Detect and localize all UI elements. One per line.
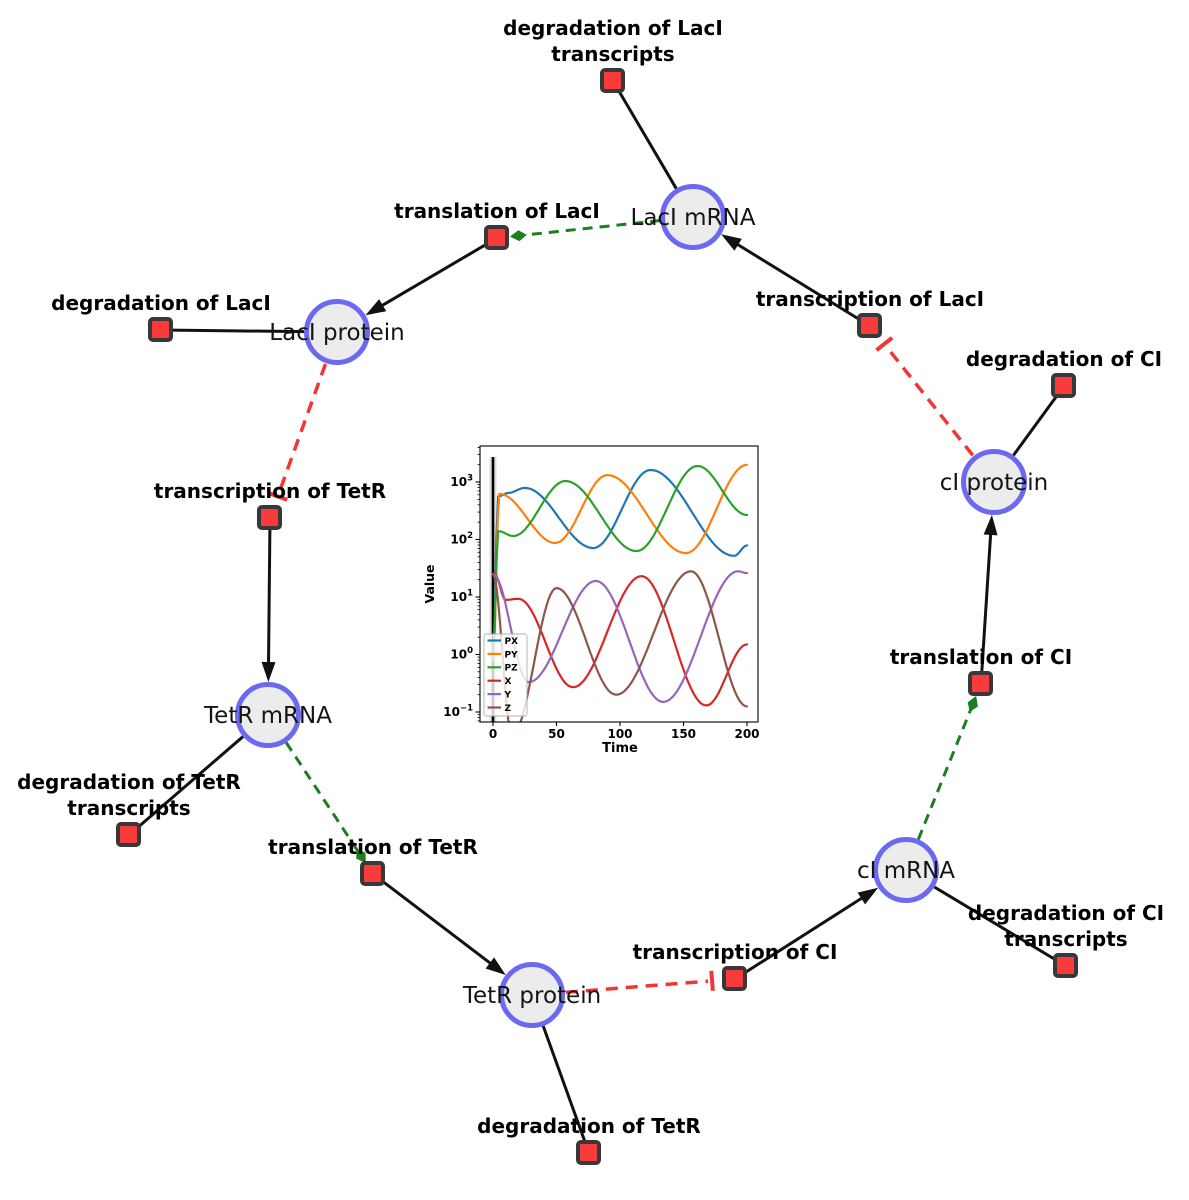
species-label-laci_mrna: LacI mRNA <box>630 205 756 231</box>
species-label-laci_protein: LacI protein <box>269 320 405 346</box>
reaction-label-txn_laci: transcription of LacI <box>755 287 985 311</box>
reaction-label-deg_laci: degradation of LacI <box>51 291 271 315</box>
edge-production-transl_ci-ci_protein <box>979 514 998 685</box>
species-node-ci_protein <box>961 449 1027 515</box>
edge-line-laci_protein-deg_laci <box>160 328 305 334</box>
legend-entry-label: Z <box>505 704 512 714</box>
edge-line-tetr_mrna-deg_tetr_tx <box>128 735 245 837</box>
edge-production-txn_tetr-tetr_mrna <box>261 517 276 683</box>
reaction-node-deg_ci <box>1051 373 1076 398</box>
legend-entry-label: X <box>505 677 512 687</box>
edge-inhibition-laci_protein-txn_tetr <box>267 363 328 502</box>
series-PY <box>491 463 749 662</box>
reaction-node-txn_tetr <box>257 505 282 530</box>
species-node-tetr_protein <box>499 962 565 1028</box>
series-X <box>493 572 749 707</box>
reaction-node-deg_laci <box>148 317 173 342</box>
x-tick-label: 0 <box>489 727 497 741</box>
edge-modifier-laci_mrna-transl_laci <box>509 219 661 242</box>
legend-entry-label: PY <box>505 650 519 660</box>
legend: PX PY PZ XYZ <box>483 633 528 717</box>
edge-inhibition-tetr_protein-txn_ci <box>565 970 715 995</box>
reaction-label-transl_tetr: translation of TetR <box>268 835 478 859</box>
y-axis-label: Value <box>422 564 437 603</box>
edge-line-tetr_protein-deg_tetr <box>541 1025 591 1154</box>
reaction-label-deg_tetr_tx: degradation of TetR transcripts <box>17 770 241 820</box>
reaction-node-deg_ci_tx <box>1053 953 1078 978</box>
reaction-label-deg_ci_tx: degradation of CI transcripts <box>967 901 1165 951</box>
legend-entry-label: Y <box>504 691 512 701</box>
time-series-inset-plot: 0 50 100 150 200Time10−1100101102103ValuePXP… <box>420 427 766 759</box>
edge-modifier-ci_mrna-transl_ci <box>916 696 978 840</box>
reaction-node-txn_ci <box>722 966 747 991</box>
reaction-node-deg_laci_tx <box>600 68 625 93</box>
x-tick-label: 200 <box>734 727 759 741</box>
species-label-tetr_protein: TetR protein <box>462 983 602 1009</box>
x-tick-label: 150 <box>671 727 696 741</box>
species-node-laci_mrna <box>660 184 726 250</box>
species-node-laci_protein <box>304 299 370 365</box>
series-Z <box>491 570 749 722</box>
reaction-label-deg_ci: degradation of CI <box>965 347 1163 371</box>
x-tick-label: 50 <box>548 727 565 741</box>
reaction-node-transl_tetr <box>360 861 385 886</box>
edge-inhibition-ci_protein-txn_laci <box>875 336 975 457</box>
reaction-node-transl_laci <box>484 225 509 250</box>
species-label-tetr_mrna: TetR mRNA <box>204 703 332 729</box>
legend-entry-label: PX <box>505 637 519 647</box>
reaction-label-deg_tetr: degradation of TetR <box>477 1114 701 1138</box>
edge-production-txn_ci-ci_mrna <box>734 887 879 981</box>
edge-production-transl_tetr-tetr_protein <box>372 872 506 976</box>
series-PZ <box>491 464 749 662</box>
reaction-node-deg_tetr_tx <box>116 822 141 847</box>
axes-frame <box>479 445 759 723</box>
reaction-node-txn_laci <box>857 313 882 338</box>
species-node-ci_mrna <box>873 837 939 903</box>
reaction-label-transl_laci: translation of LacI <box>394 199 600 223</box>
edge-production-txn_laci-laci_mrna <box>721 234 871 328</box>
species-node-tetr_mrna <box>235 682 301 748</box>
reaction-label-txn_ci: transcription of CI <box>632 940 838 964</box>
x-tick-label: 100 <box>607 727 632 741</box>
reaction-label-deg_laci_tx: degradation of LacI transcripts <box>503 16 723 66</box>
reaction-node-deg_tetr <box>576 1140 601 1165</box>
series-Y <box>491 570 749 703</box>
legend-entry-label: PZ <box>505 664 519 674</box>
species-label-ci_protein: cI protein <box>939 470 1049 496</box>
reaction-label-transl_ci: translation of CI <box>889 645 1073 669</box>
x-axis: 0 50 100 150 200 Time <box>489 722 760 756</box>
reaction-label-txn_tetr: transcription of TetR <box>153 479 387 503</box>
reaction-node-transl_ci <box>968 671 993 696</box>
edge-line-ci_mrna-deg_ci_tx <box>933 885 1067 968</box>
edge-line-laci_mrna-deg_laci_tx <box>611 80 678 190</box>
edge-modifier-tetr_mrna-transl_tetr <box>284 741 366 864</box>
edge-production-transl_laci-laci_protein <box>365 236 498 316</box>
x-axis-label: Time <box>602 741 638 756</box>
species-label-ci_mrna: cI mRNA <box>856 858 956 884</box>
